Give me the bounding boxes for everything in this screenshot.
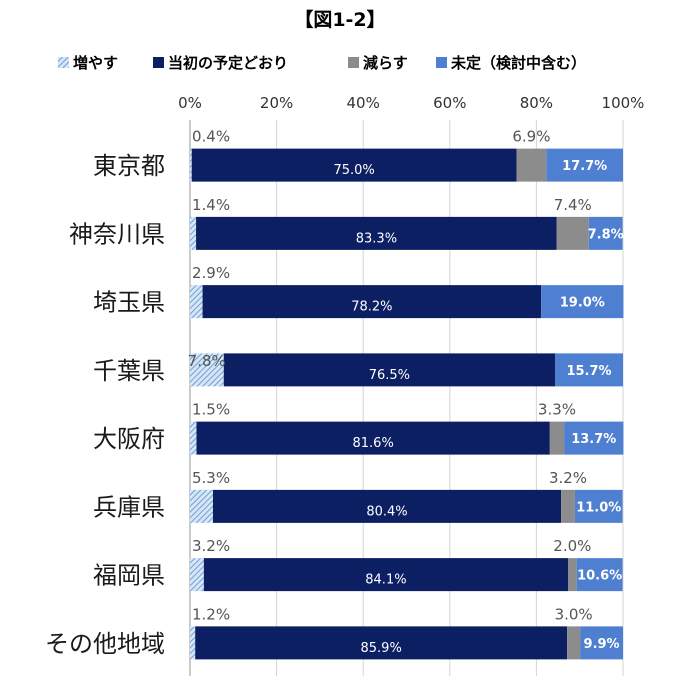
bar-segment-series-3 (568, 558, 577, 592)
category-label: その他地域 (45, 630, 165, 658)
bar-segment-series-4 (541, 285, 624, 319)
bar-segment-series-1 (190, 489, 213, 523)
bar-segment-series-2 (202, 285, 542, 319)
x-tick-label: 20% (260, 94, 293, 112)
chart-title: 【図1-2】 (294, 8, 385, 31)
bar-segment-series-1 (190, 421, 197, 455)
bar-segment-series-2 (195, 626, 568, 660)
data-label-series-2: 80.4% (366, 504, 407, 519)
data-label-series-2: 85.9% (361, 641, 402, 656)
legend-label-3: 減らす (363, 54, 408, 72)
data-label-series-1: 1.2% (192, 605, 230, 623)
data-labels: 0.4% 75.0% 6.9% 17.7% 1.4% 83.3% 7.4% 7.8% 2.9% 7… (188, 128, 624, 656)
data-label-series-2: 84.1% (365, 573, 406, 588)
data-label-series-4: 7.8% (588, 227, 624, 242)
bar-segment-series-3 (516, 148, 547, 182)
bar-segment-series-4 (588, 216, 623, 250)
bar-segment-series-2 (223, 353, 556, 387)
legend-swatch-4 (436, 57, 447, 68)
data-label-series-2: 83.3% (356, 231, 397, 246)
data-label-series-1: 3.2% (192, 537, 230, 555)
data-label-series-1: 1.4% (192, 196, 230, 214)
legend-label-2: 当初の予定どおり (168, 54, 288, 72)
category-label: 東京都 (93, 152, 165, 180)
bar-segment-series-4 (546, 148, 623, 182)
category-label: 福岡県 (93, 562, 165, 590)
data-label-series-2: 75.0% (333, 163, 374, 178)
x-tick-label: 60% (433, 94, 466, 112)
data-label-series-4: 10.6% (577, 569, 622, 584)
bar-segment-series-2 (196, 421, 550, 455)
data-label-series-2: 76.5% (369, 368, 410, 383)
data-label-series-3: 3.0% (555, 605, 593, 623)
bar-segment-series-3 (556, 216, 589, 250)
category-label: 兵庫県 (93, 493, 165, 521)
bar-segment-series-4 (574, 489, 623, 523)
bars (190, 148, 624, 660)
bar-segment-series-1 (190, 285, 203, 319)
bar-segment-series-4 (580, 626, 623, 660)
bar-segment-series-2 (191, 148, 517, 182)
bar-segment-series-4 (564, 421, 624, 455)
data-label-series-4: 19.0% (560, 296, 605, 311)
data-label-series-1: 7.8% (188, 352, 226, 370)
data-label-series-1: 0.4% (192, 128, 230, 146)
bar-segment-series-1 (190, 626, 196, 660)
legend-label-1: 増やす (73, 54, 118, 72)
legend: 増やす 当初の予定どおり 減らす 未定（検討中含む） (58, 54, 586, 72)
data-label-series-4: 11.0% (576, 500, 621, 515)
x-tick-label: 40% (347, 94, 380, 112)
grid-lines (189, 120, 624, 676)
bar-segment-series-2 (212, 489, 562, 523)
bar-segment-series-2 (196, 216, 557, 250)
legend-swatch-3 (348, 57, 359, 68)
x-tick-label: 0% (178, 94, 202, 112)
bar-segment-series-1 (190, 353, 224, 387)
data-label-series-3: 3.3% (538, 401, 576, 419)
data-label-series-4: 13.7% (571, 432, 616, 447)
data-label-series-3: 2.0% (553, 537, 591, 555)
data-label-series-3: 7.4% (554, 196, 592, 214)
data-label-series-3: 6.9% (512, 128, 550, 146)
x-tick-label: 100% (602, 94, 645, 112)
bar-segment-series-1 (190, 558, 204, 592)
bar-segment-series-4 (576, 558, 623, 592)
data-label-series-1: 1.5% (192, 401, 230, 419)
category-label: 大阪府 (93, 425, 165, 453)
data-label-series-1: 2.9% (192, 264, 230, 282)
bar-segment-series-1 (190, 148, 192, 182)
data-label-series-2: 78.2% (351, 300, 392, 315)
bar-segment-series-2 (203, 558, 569, 592)
bar-segment-series-4 (555, 353, 623, 387)
data-label-series-3: 3.2% (549, 469, 587, 487)
category-label: 埼玉県 (93, 289, 165, 317)
category-label: 神奈川県 (69, 220, 165, 248)
data-label-series-4: 17.7% (562, 159, 607, 174)
bar-segment-series-3 (561, 489, 575, 523)
data-label-series-1: 5.3% (192, 469, 230, 487)
legend-swatch-2 (153, 57, 164, 68)
data-label-series-4: 15.7% (566, 364, 611, 379)
data-label-series-2: 81.6% (353, 436, 394, 451)
category-label: 千葉県 (93, 357, 165, 385)
bar-segment-series-3 (549, 421, 565, 455)
bar-segment-series-3 (567, 626, 581, 660)
x-axis: 0% 20% 40% 60% 80% 100% (178, 94, 644, 112)
x-tick-label: 80% (520, 94, 553, 112)
legend-swatch-1 (58, 57, 69, 68)
data-label-series-4: 9.9% (584, 637, 620, 652)
bar-segment-series-1 (190, 216, 197, 250)
legend-label-4: 未定（検討中含む） (450, 54, 586, 72)
